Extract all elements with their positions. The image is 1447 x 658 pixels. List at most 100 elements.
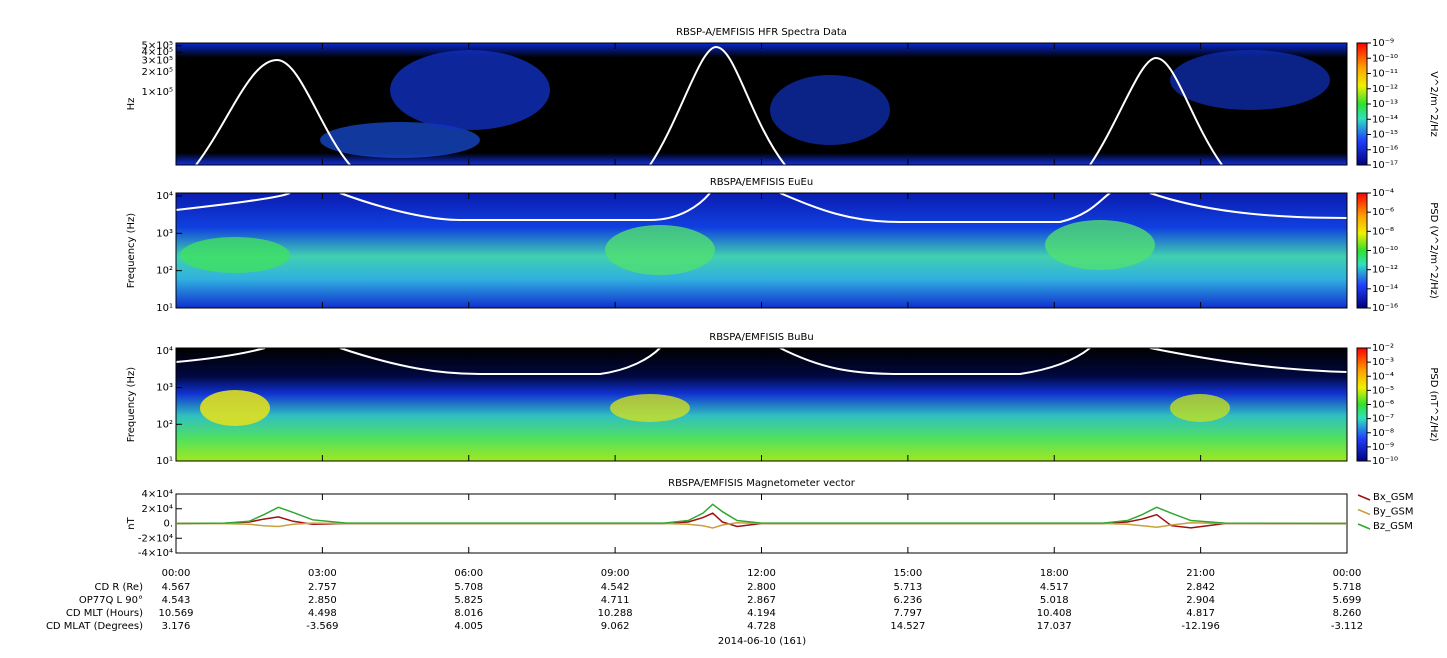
colorbar-tick-label: 10⁻¹² — [1372, 265, 1398, 276]
ephemeris-value: 2.842 — [1186, 582, 1215, 593]
colorbar-tick-label: 10⁻¹⁴ — [1372, 114, 1398, 125]
y-tick-label: 10¹ — [156, 303, 173, 314]
colorbar-tick-label: 10⁻¹⁶ — [1372, 145, 1398, 156]
x-tick-label: 00:00 — [1333, 568, 1362, 579]
ephemeris-value: 10.408 — [1037, 608, 1072, 619]
legend-swatch — [1357, 523, 1371, 530]
ephemeris-value: 4.728 — [747, 621, 776, 632]
legend-label: By_GSM — [1373, 507, 1414, 518]
colorbar-tick-label: 10⁻¹⁰ — [1372, 246, 1398, 257]
ephemeris-value: -3.569 — [306, 621, 338, 632]
y-axis-label: nT — [126, 516, 137, 529]
legend-label: Bz_GSM — [1373, 521, 1413, 532]
colorbar — [1356, 42, 1368, 166]
ephemeris-value: 4.517 — [1040, 582, 1069, 593]
series-line — [175, 503, 1348, 525]
colorbar-tick-label: 10⁻⁸ — [1372, 226, 1394, 237]
ephemeris-value: 4.005 — [454, 621, 483, 632]
ephemeris-value: 2.867 — [747, 595, 776, 606]
ephemeris-value: 17.037 — [1037, 621, 1072, 632]
colorbar-tick-label: 10⁻¹⁷ — [1372, 160, 1398, 171]
series-line — [175, 512, 1347, 529]
ephemeris-value: 10.288 — [598, 608, 633, 619]
colorbar-tick-label: 10⁻¹⁴ — [1372, 284, 1398, 295]
ephemeris-value: 5.699 — [1333, 595, 1362, 606]
y-axis-label: Hz — [126, 98, 137, 111]
colorbar-tick-label: 10⁻⁴ — [1372, 188, 1394, 199]
colorbar-tick-label: 10⁻⁹ — [1372, 442, 1394, 453]
panel-title: RBSP-A/EMFISIS HFR Spectra Data — [676, 27, 847, 38]
ephemeris-value: 4.542 — [601, 582, 630, 593]
x-tick-label: 21:00 — [1186, 568, 1215, 579]
y-tick-label: 1×10⁵ — [142, 87, 173, 98]
x-tick-label: 03:00 — [308, 568, 337, 579]
colorbar-tick-label: 10⁻⁶ — [1372, 207, 1394, 218]
y-tick-label: 5×10⁵ — [142, 41, 173, 52]
y-tick-label: 10⁴ — [156, 191, 173, 202]
series-line — [175, 522, 1347, 529]
ephemeris-value: 8.260 — [1333, 608, 1362, 619]
ephemeris-value: 5.708 — [454, 582, 483, 593]
y-tick-label: 10⁴ — [156, 346, 173, 357]
panel-title: RBSPA/EMFISIS EuEu — [710, 177, 813, 188]
colorbar-tick-label: 10⁻⁵ — [1372, 385, 1394, 396]
ephemeris-value: 8.016 — [454, 608, 483, 619]
ephemeris-value: 5.018 — [1040, 595, 1069, 606]
ephemeris-value: 4.817 — [1186, 608, 1215, 619]
spectrogram-fill — [175, 43, 1348, 461]
ephemeris-label: CD MLAT (Degrees) — [46, 621, 143, 632]
colorbar-tick-label: 10⁻¹³ — [1372, 99, 1398, 110]
colorbar-tick-label: 10⁻⁶ — [1372, 400, 1394, 411]
ephemeris-value: 4.567 — [162, 582, 191, 593]
x-tick-label: 06:00 — [454, 568, 483, 579]
y-tick-label: 10² — [156, 419, 173, 430]
colorbar-tick-label: 10⁻³ — [1372, 357, 1394, 368]
x-tick-label: 18:00 — [1040, 568, 1069, 579]
ephemeris-label: OP77Q L 90° — [79, 595, 143, 606]
y-tick-label: 10² — [156, 266, 173, 277]
panel-title: RBSPA/EMFISIS BuBu — [709, 332, 813, 343]
ephemeris-value: 4.543 — [162, 595, 191, 606]
ephemeris-value: -12.196 — [1181, 621, 1220, 632]
ephemeris-value: 4.498 — [308, 608, 337, 619]
y-tick-label: 10³ — [156, 228, 173, 239]
colorbar-tick-label: 10⁻¹⁵ — [1372, 130, 1398, 141]
y-tick-label: 0. — [163, 519, 173, 530]
ephemeris-value: 6.236 — [894, 595, 923, 606]
colorbar — [1356, 192, 1368, 309]
ephemeris-value: 4.194 — [747, 608, 776, 619]
y-tick-label: 2×10⁵ — [142, 67, 173, 78]
x-tick-label: 00:00 — [162, 568, 191, 579]
colorbar-tick-label: 10⁻⁹ — [1372, 38, 1394, 49]
ephemeris-value: 9.062 — [601, 621, 630, 632]
y-axis-label: Frequency (Hz) — [126, 213, 137, 289]
colorbar-tick-label: 10⁻¹⁰ — [1372, 53, 1398, 64]
colorbar-tick-label: 10⁻¹⁰ — [1372, 456, 1398, 467]
y-tick-label: 10¹ — [156, 456, 173, 467]
x-tick-label: 09:00 — [601, 568, 630, 579]
ephemeris-value: -3.112 — [1331, 621, 1363, 632]
colorbar-label: V^2/m^2/Hz — [1428, 71, 1439, 137]
ephemeris-value: 4.711 — [601, 595, 630, 606]
legend-label: Bx_GSM — [1373, 492, 1414, 503]
colorbar-tick-label: 10⁻⁴ — [1372, 371, 1394, 382]
ephemeris-value: 2.850 — [308, 595, 337, 606]
ephemeris-value: 2.904 — [1186, 595, 1215, 606]
x-tick-label: 12:00 — [747, 568, 776, 579]
ephemeris-value: 10.569 — [159, 608, 194, 619]
colorbar-tick-label: 10⁻⁷ — [1372, 414, 1394, 425]
colorbar-tick-label: 10⁻¹⁶ — [1372, 303, 1398, 314]
ephemeris-value: 14.527 — [890, 621, 925, 632]
colorbar-tick-label: 10⁻¹² — [1372, 84, 1398, 95]
y-tick-label: 3×10⁵ — [142, 55, 173, 66]
y-tick-label: 2×10⁴ — [142, 504, 173, 515]
y-tick-label: 4×10⁵ — [142, 47, 173, 58]
ephemeris-value: 2.757 — [308, 582, 337, 593]
date-label: 2014-06-10 (161) — [718, 636, 806, 647]
ephemeris-value: 5.718 — [1333, 582, 1362, 593]
colorbar-label: PSD (V^2/m^2/Hz) — [1428, 202, 1439, 299]
colorbar-tick-label: 10⁻⁸ — [1372, 428, 1394, 439]
y-tick-label: -2×10⁴ — [138, 533, 173, 544]
colorbar — [1356, 347, 1368, 462]
